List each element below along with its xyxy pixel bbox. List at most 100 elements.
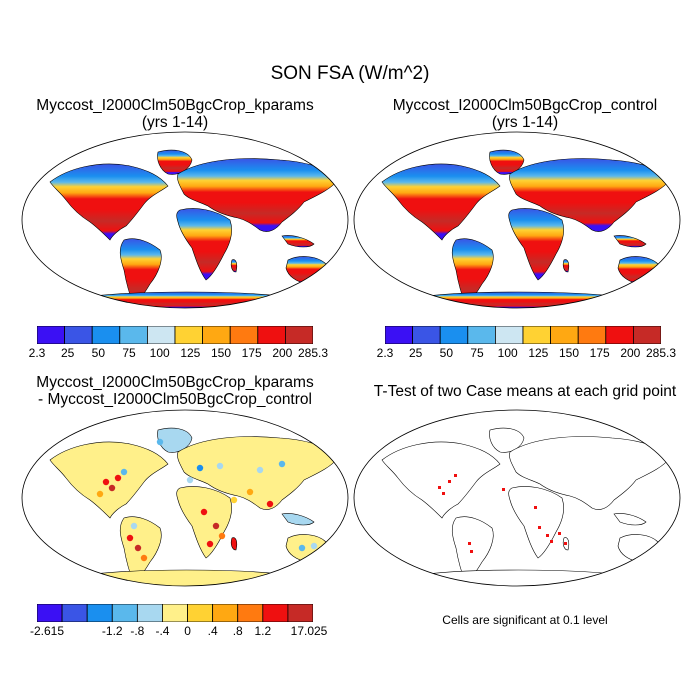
colorbar-difference xyxy=(37,604,313,622)
land-madagascar xyxy=(562,259,570,273)
colorbar-tick-label: 285.3 xyxy=(645,346,677,360)
land-northAmerica xyxy=(49,163,169,241)
colorbar-box xyxy=(212,604,239,622)
colorbar-box xyxy=(86,604,113,622)
colorbar-tick-label: 100 xyxy=(149,346,170,360)
anomaly-cell xyxy=(310,542,318,550)
colorbar-tick-label: 75 xyxy=(122,346,136,360)
colorbar-tick-label: .4 xyxy=(207,624,218,638)
colorbar-box xyxy=(37,326,66,344)
colorbar-box xyxy=(162,604,188,622)
colorbar-tick-label: 285.3 xyxy=(297,346,329,360)
colorbar-kparams-labels: 2.3 25 50 75 100 125 150 175 200 285.3 xyxy=(29,346,328,362)
colorbar-control-labels: 2.3 25 50 75 100 125 150 175 200 285.3 xyxy=(377,346,676,362)
significant-cell xyxy=(550,540,553,543)
land-africa xyxy=(508,486,564,559)
panel-1-title-line1: Myccost_I2000Clm50BgcCrop_kparams xyxy=(36,97,314,114)
colorbar-box xyxy=(147,326,176,344)
colorbar-box xyxy=(237,604,264,622)
colorbar-tick-label: 175 xyxy=(589,346,610,360)
significant-cell xyxy=(448,480,451,483)
colorbar-tick-label: 17.025 xyxy=(290,624,328,638)
colorbar-box xyxy=(284,326,313,344)
colorbar-tick-label: 50 xyxy=(91,346,106,360)
map-frame xyxy=(353,409,681,587)
significant-cell xyxy=(470,550,473,553)
land-eurasia xyxy=(177,158,339,232)
anomaly-cell xyxy=(134,544,142,552)
colorbar-box xyxy=(119,326,148,344)
land-madagascar xyxy=(230,537,238,551)
colorbar-tick-label: 50 xyxy=(439,346,454,360)
colorbar-tick-label: 150 xyxy=(210,346,232,360)
colorbar-box xyxy=(111,604,138,622)
map-frame xyxy=(353,131,681,309)
anomaly-cell xyxy=(206,540,214,548)
panel-2-title-line1: Myccost_I2000Clm50BgcCrop_control xyxy=(392,97,658,114)
land-indonesia xyxy=(613,513,647,526)
panel-3-title-line1: Myccost_I2000Clm50BgcCrop_kparams xyxy=(36,374,314,391)
significant-cell xyxy=(438,486,441,489)
colorbar-kparams xyxy=(37,326,313,344)
colorbar-tick-label: 75 xyxy=(470,346,484,360)
land-madagascar xyxy=(230,259,238,273)
significant-cell xyxy=(538,526,541,529)
map-kparams xyxy=(21,131,349,309)
land-eurasia xyxy=(509,436,671,510)
anomaly-cell xyxy=(216,462,224,470)
colorbar-box xyxy=(61,604,88,622)
anomaly-cell xyxy=(140,554,148,562)
panel-2-title-line2: (yrs 1-14) xyxy=(491,114,559,131)
colorbar-tick-label: 25 xyxy=(60,346,75,360)
anomaly-cell xyxy=(102,478,110,486)
land-eurasia xyxy=(177,436,339,510)
colorbar-box xyxy=(287,604,313,622)
anomaly-cell xyxy=(130,522,138,530)
colorbar-tick-label: 125 xyxy=(528,346,549,360)
colorbar-tick-label: 0 xyxy=(184,624,191,638)
colorbar-difference-labels: -2.615 -1.2 -.8 -.4 0 .4 .8 1.2 17.025 xyxy=(30,624,327,640)
colorbar-box xyxy=(550,326,579,344)
anomaly-cell xyxy=(278,460,286,468)
colorbar-tick-label: 125 xyxy=(180,346,201,360)
colorbar-box xyxy=(385,326,414,344)
colorbar-tick-label: -.4 xyxy=(155,624,170,638)
colorbar-box xyxy=(187,604,214,622)
colorbar-box xyxy=(174,326,204,344)
anomaly-cell xyxy=(108,484,116,492)
colorbar-box xyxy=(577,326,607,344)
colorbar-box xyxy=(522,326,552,344)
land-africa xyxy=(508,208,564,281)
significant-cell xyxy=(442,492,445,495)
colorbar-tick-label: 1.2 xyxy=(254,624,272,638)
colorbar-box xyxy=(467,326,496,344)
panel-4-title-line1: T-Test of two Case means at each grid po… xyxy=(373,383,677,400)
panel-1-title-line2: (yrs 1-14) xyxy=(141,114,209,131)
colorbar-box xyxy=(37,604,63,622)
colorbar-tick-label: 200 xyxy=(620,346,641,360)
panel-2-title: Myccost_I2000Clm50BgcCrop_control (yrs 1… xyxy=(350,97,700,131)
colorbar-box xyxy=(262,604,289,622)
significant-cell xyxy=(534,506,537,509)
colorbar-box xyxy=(412,326,441,344)
land-northAmerica xyxy=(381,441,501,519)
colorbar-tick-label: 2.3 xyxy=(28,346,46,360)
colorbar-tick-label: 200 xyxy=(272,346,293,360)
anomaly-cell xyxy=(200,508,208,516)
colorbar-control xyxy=(385,326,661,344)
anomaly-cell xyxy=(196,464,204,472)
panel-4-title: T-Test of two Case means at each grid po… xyxy=(350,383,700,400)
significant-cell xyxy=(454,474,457,477)
colorbar-box xyxy=(605,326,634,344)
anomaly-cell xyxy=(218,532,226,540)
colorbar-box xyxy=(257,326,286,344)
colorbar-tick-label: -2.615 xyxy=(29,624,65,638)
colorbar-box xyxy=(439,326,469,344)
anomaly-cell xyxy=(156,438,164,446)
colorbar-box xyxy=(64,326,93,344)
land-northAmerica xyxy=(49,441,169,519)
significant-cell xyxy=(564,542,567,545)
land-indonesia xyxy=(281,513,315,526)
significant-cell xyxy=(468,542,471,545)
colorbar-box xyxy=(495,326,524,344)
